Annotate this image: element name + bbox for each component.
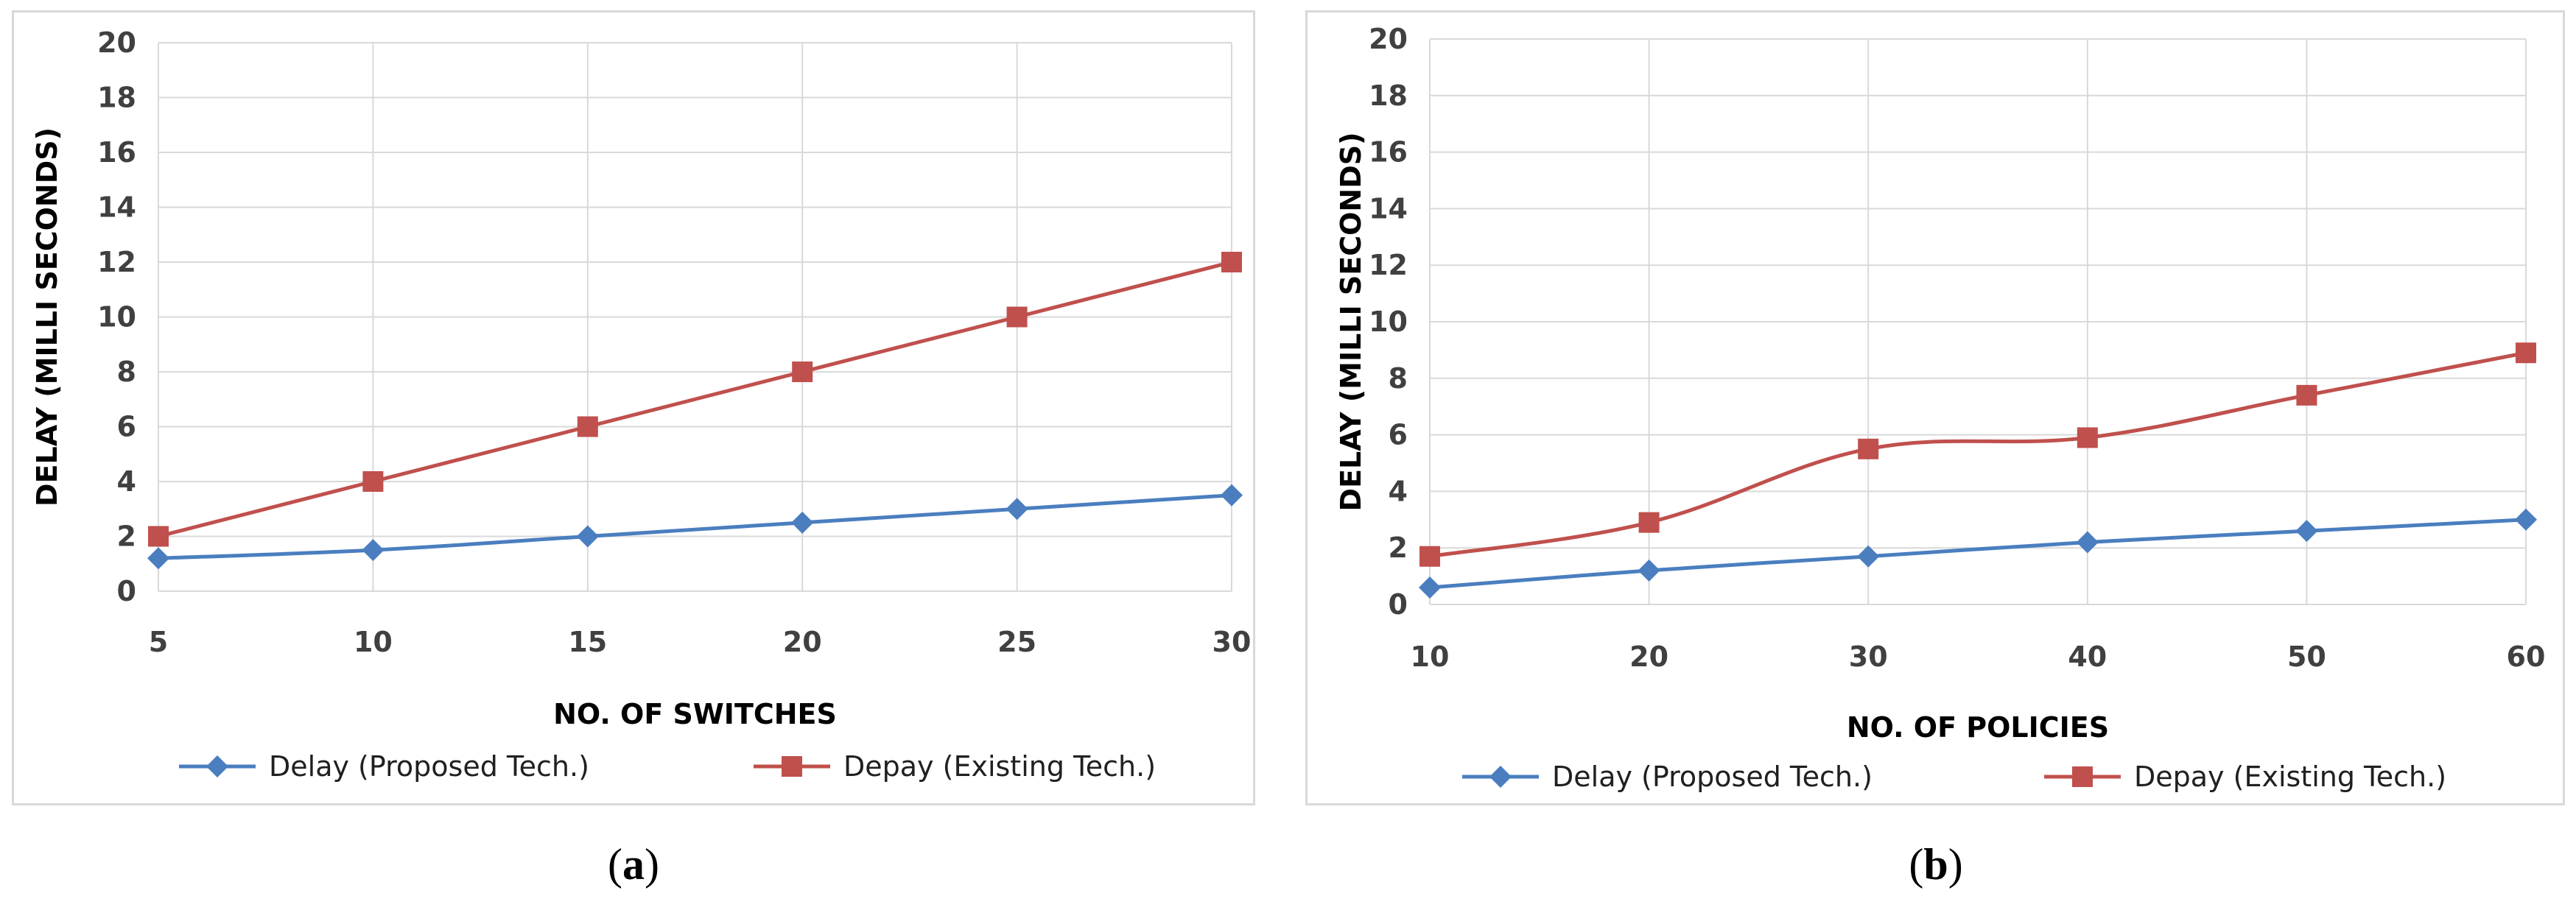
- legend-marker-a-1: [782, 756, 802, 777]
- data-point-b-1-3: [2077, 427, 2098, 448]
- series-line-a-1: [156, 260, 1234, 538]
- x-tick-label-b-5: 60: [2507, 641, 2546, 673]
- line-chart-a: 0 2 4 6 8 10 12 14 16 18 20 5 10 15 20 25 30 NO. OF SWITC…: [31, 27, 1252, 783]
- data-point-b-0-2: [1857, 545, 1880, 568]
- data-point-b-0-1: [1638, 559, 1660, 582]
- x-tick-label-a-1: 10: [354, 626, 393, 658]
- data-point-b-1-5: [2516, 342, 2536, 364]
- y-tick-label-b-9: 18: [1369, 80, 1408, 112]
- caption-b: (b): [1909, 840, 1963, 889]
- data-point-b-0-3: [2076, 531, 2099, 554]
- series-line-b-0: [1428, 518, 2528, 590]
- y-tick-label-a-8: 16: [97, 136, 136, 169]
- y-tick-label-b-0: 0: [1389, 588, 1408, 621]
- data-point-b-1-4: [2296, 384, 2317, 406]
- x-tick-label-a-3: 20: [783, 626, 822, 658]
- data-point-b-0-0: [1419, 576, 1441, 599]
- y-tick-label-b-3: 6: [1389, 419, 1408, 451]
- x-tick-label-a-2: 15: [568, 626, 607, 658]
- x-axis-title-b: NO. OF POLICIES: [1847, 711, 2109, 744]
- y-tick-label-b-7: 14: [1369, 192, 1408, 225]
- y-tick-label-a-0: 0: [117, 575, 136, 607]
- x-tick-label-a-0: 5: [149, 626, 168, 658]
- y-tick-label-a-1: 2: [117, 521, 136, 553]
- data-point-a-0-3: [791, 511, 814, 534]
- data-point-a-0-1: [362, 539, 385, 562]
- legend-marker-b-0: [1489, 766, 1512, 788]
- x-tick-label-b-3: 40: [2068, 641, 2107, 673]
- y-axis-title-a: DELAY (MILLI SECONDS): [31, 127, 63, 507]
- y-tick-label-b-6: 12: [1369, 249, 1408, 281]
- y-tick-label-a-9: 18: [97, 82, 136, 114]
- data-point-a-1-4: [1006, 306, 1028, 328]
- legend-marker-a-0: [206, 755, 228, 777]
- chart-panel-b: 0 2 4 6 8 10 12 14 16 18 20 10 20 30 40 50 60 NO. OF POLI…: [1305, 10, 2565, 805]
- chart-panel-a: 0 2 4 6 8 10 12 14 16 18 20 5 10 15 20 25 30 NO. OF SWITC…: [12, 10, 1255, 805]
- y-tick-label-a-2: 4: [117, 465, 136, 498]
- series-line-b-1: [1428, 350, 2528, 559]
- legend-label-a-1: Depay (Existing Tech.): [843, 750, 1156, 783]
- x-tick-label-b-2: 30: [1849, 641, 1888, 673]
- legend-label-b-1: Depay (Existing Tech.): [2134, 761, 2446, 793]
- x-axis-title-a: NO. OF SWITCHES: [553, 698, 837, 730]
- y-axis-title-b: DELAY (MILLI SECONDS): [1335, 133, 1367, 512]
- data-point-b-1-2: [1858, 438, 1879, 459]
- data-point-b-0-4: [2295, 520, 2318, 543]
- y-tick-label-b-4: 8: [1389, 362, 1408, 395]
- data-point-b-1-0: [1419, 546, 1440, 567]
- x-tick-label-b-1: 20: [1629, 641, 1668, 673]
- y-tick-label-b-10: 20: [1369, 23, 1408, 55]
- caption-a: (a): [608, 840, 659, 889]
- y-tick-label-b-8: 16: [1369, 136, 1408, 169]
- x-tick-label-a-5: 30: [1212, 626, 1252, 658]
- y-tick-label-a-7: 14: [97, 191, 136, 224]
- y-tick-label-a-4: 8: [117, 356, 136, 388]
- line-chart-b: 0 2 4 6 8 10 12 14 16 18 20 10 20 30 40 50 60 NO. OF POLI…: [1335, 23, 2546, 793]
- data-point-b-1-1: [1638, 512, 1660, 533]
- data-point-a-1-2: [577, 416, 598, 437]
- legend-marker-b-1: [2072, 766, 2093, 787]
- legend-label-b-0: Delay (Proposed Tech.): [1552, 761, 1873, 793]
- y-tick-label-a-5: 10: [97, 301, 136, 334]
- legend-label-a-0: Delay (Proposed Tech.): [269, 750, 589, 783]
- y-tick-label-b-2: 4: [1389, 475, 1408, 507]
- y-tick-label-b-5: 10: [1369, 306, 1408, 338]
- data-point-a-0-2: [576, 525, 599, 548]
- data-point-a-0-5: [1221, 484, 1243, 507]
- y-tick-label-a-6: 12: [97, 246, 136, 278]
- x-tick-label-a-4: 25: [997, 626, 1036, 658]
- series-line-a-0: [156, 493, 1234, 560]
- data-point-a-1-1: [362, 471, 384, 492]
- y-tick-label-b-1: 2: [1389, 532, 1408, 564]
- data-point-a-1-5: [1221, 252, 1242, 272]
- data-point-b-0-5: [2515, 508, 2537, 531]
- y-tick-label-a-10: 20: [97, 27, 136, 59]
- data-point-a-1-0: [148, 526, 169, 547]
- data-point-a-0-4: [1006, 498, 1028, 521]
- x-tick-label-b-4: 50: [2287, 641, 2326, 673]
- data-point-a-0-0: [147, 547, 169, 570]
- y-tick-label-a-3: 6: [117, 411, 136, 443]
- data-point-a-1-3: [792, 361, 813, 382]
- x-tick-label-b-0: 10: [1411, 641, 1450, 673]
